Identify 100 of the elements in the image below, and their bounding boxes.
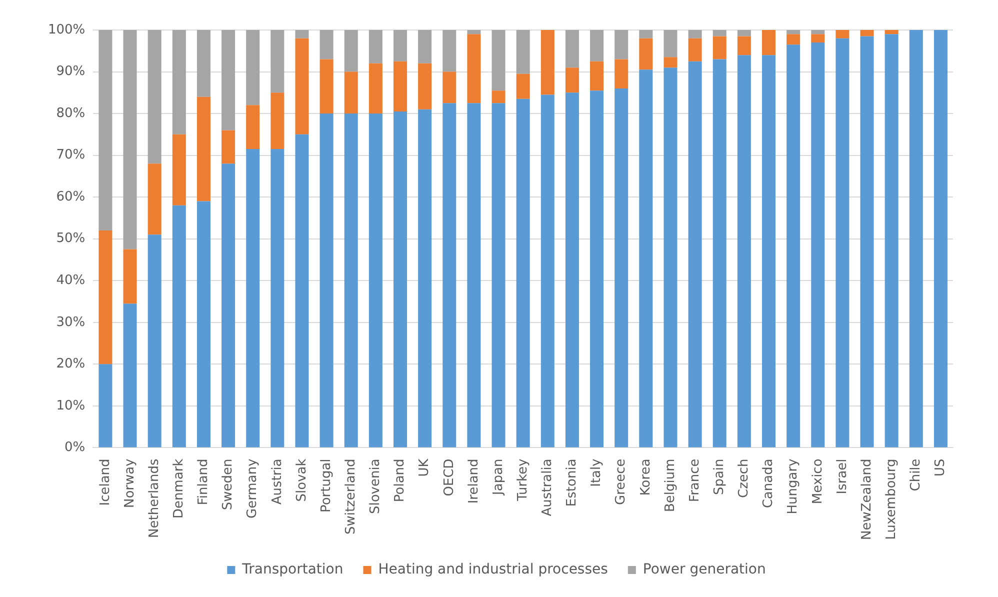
y-tick-label: 0%: [64, 440, 86, 456]
bar: [295, 134, 309, 448]
bar: [467, 103, 481, 448]
bar: [516, 98, 530, 448]
x-tick-label: France: [687, 458, 702, 502]
bar: [246, 30, 260, 106]
bar: [836, 30, 850, 38]
y-tick-label: 80%: [56, 106, 86, 121]
bar: [860, 36, 874, 448]
legend-label: Power generation: [642, 562, 766, 578]
bar: [320, 30, 334, 60]
y-tick-label: 20%: [56, 356, 86, 372]
bar: [639, 70, 653, 448]
bar: [737, 36, 751, 56]
bar: [98, 30, 112, 230]
x-tick-label: Estonia: [564, 458, 580, 507]
bar: [196, 201, 210, 448]
bar: [320, 59, 334, 114]
bar: [565, 68, 579, 93]
x-tick-label: Israel: [834, 458, 850, 494]
bar: [712, 59, 726, 448]
bar: [614, 88, 628, 448]
bar: [688, 38, 702, 62]
x-tick-label: Mexico: [810, 458, 826, 504]
bar: [737, 55, 751, 448]
bar: [540, 94, 554, 448]
bar: [860, 30, 874, 36]
bar: [442, 72, 456, 104]
bar: [934, 30, 948, 448]
bar: [540, 30, 554, 95]
y-tick-label: 90%: [56, 64, 86, 80]
bar: [786, 30, 800, 34]
bar: [368, 63, 382, 114]
x-tick-label: Austria: [270, 458, 285, 505]
bar: [148, 234, 162, 448]
bar: [664, 57, 678, 68]
x-tick-label: Finland: [196, 458, 212, 506]
bar: [418, 30, 432, 64]
bar: [762, 30, 776, 56]
x-tick-label: Switzerland: [343, 458, 358, 535]
x-tick-label: Luxembourg: [884, 458, 899, 540]
x-tick-label: Greece: [614, 458, 629, 505]
bar: [442, 103, 456, 448]
y-tick-label: 100%: [48, 22, 86, 38]
x-tick-label: NewZealand: [859, 458, 874, 540]
bar: [712, 30, 726, 36]
x-tick-label: Hungary: [786, 458, 801, 514]
x-tick-label: Belgium: [662, 458, 678, 512]
bar: [712, 36, 726, 60]
bar: [786, 34, 800, 45]
bar: [172, 30, 186, 134]
bar: [344, 114, 358, 448]
bar: [270, 149, 284, 448]
y-tick-label: 30%: [56, 314, 86, 330]
bar: [811, 42, 825, 448]
bar: [123, 304, 137, 448]
y-tick-label: 50%: [56, 231, 86, 246]
bar: [246, 105, 260, 150]
x-tick-label: Canada: [761, 458, 776, 508]
legend-label: Heating and industrial processes: [378, 562, 608, 578]
x-tick-label: US: [933, 458, 948, 476]
bar: [614, 59, 628, 88]
x-tick-label: Poland: [392, 458, 408, 502]
bar: [295, 30, 309, 38]
bar: [492, 90, 506, 104]
bar: [172, 205, 186, 448]
bar: [737, 30, 751, 36]
y-tick-label: 40%: [56, 273, 86, 288]
bar: [123, 30, 137, 250]
bar: [884, 34, 898, 448]
bar: [98, 364, 112, 448]
bar: [196, 30, 210, 97]
y-tick-label: 10%: [56, 398, 86, 414]
bar: [639, 38, 653, 70]
x-tick-label: Germany: [245, 458, 260, 518]
bar: [590, 30, 604, 62]
bar: [222, 30, 236, 130]
bar: [418, 109, 432, 448]
bar: [811, 34, 825, 43]
x-tick-label: OECD: [442, 458, 457, 496]
x-tick-label: Slovak: [294, 458, 310, 502]
bar: [368, 114, 382, 448]
bar: [590, 90, 604, 448]
bar: [270, 30, 284, 93]
bar: [222, 164, 236, 448]
bar: [368, 30, 382, 64]
bar: [639, 30, 653, 38]
bar: [123, 249, 137, 304]
bar: [614, 30, 628, 60]
bar: [688, 30, 702, 38]
bar: [467, 34, 481, 104]
y-tick-label: 60%: [56, 189, 86, 204]
bar: [467, 30, 481, 34]
bar: [418, 63, 432, 110]
bar: [664, 30, 678, 58]
bar: [884, 30, 898, 34]
bar: [590, 61, 604, 91]
bar: [688, 61, 702, 448]
x-tick-label: UK: [417, 458, 432, 477]
bar: [148, 30, 162, 164]
